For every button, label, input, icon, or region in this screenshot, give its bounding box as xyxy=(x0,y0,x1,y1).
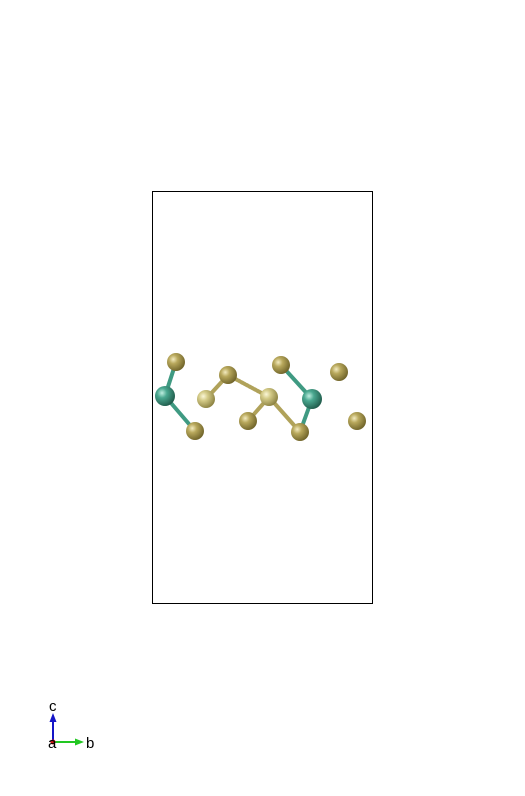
b-axis-arrowhead xyxy=(75,738,84,746)
atom-pale-gold xyxy=(260,388,278,406)
a-axis-label: a xyxy=(48,735,57,752)
bonds xyxy=(163,360,314,434)
atom-gold xyxy=(186,422,204,440)
unit-cell-outline xyxy=(152,191,373,604)
a-axis-dot xyxy=(50,739,56,745)
atom-gold xyxy=(291,423,309,441)
atom-pale-gold xyxy=(197,390,215,408)
c-axis-label: c xyxy=(49,698,57,715)
atom-teal xyxy=(302,389,322,409)
atom-teal xyxy=(155,386,175,406)
atom-gold xyxy=(219,366,237,384)
atom-gold xyxy=(272,356,290,374)
atom-gold xyxy=(239,412,257,430)
atoms xyxy=(155,353,366,441)
axes-indicator: c a b xyxy=(48,698,94,752)
atom-gold xyxy=(330,363,348,381)
atom-gold xyxy=(167,353,185,371)
atom-gold xyxy=(348,412,366,430)
b-axis-label: b xyxy=(86,735,94,752)
c-axis-arrowhead xyxy=(49,713,57,722)
